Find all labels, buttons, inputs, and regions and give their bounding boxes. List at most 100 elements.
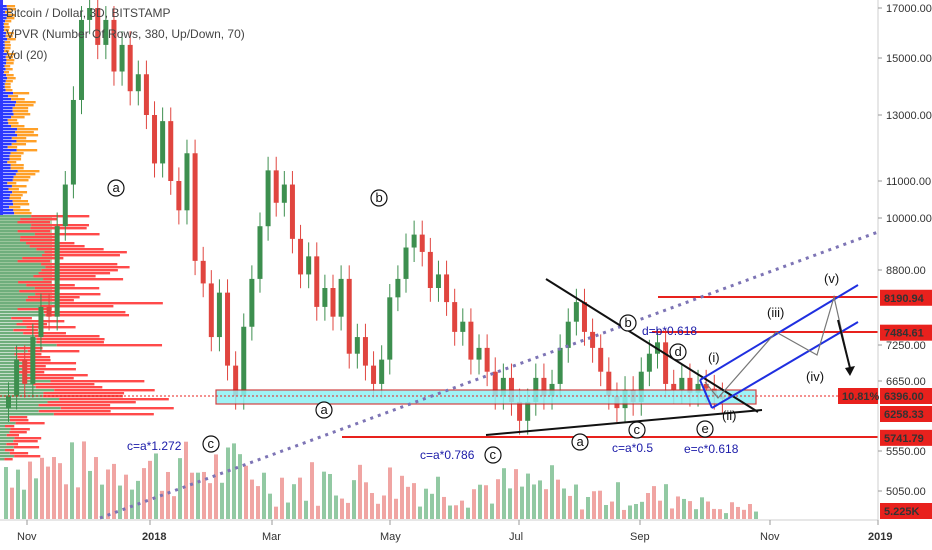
volume-bar [238,454,242,519]
vpvr-up-row [0,80,6,83]
annotation: c=a*1.272 [127,439,182,453]
vpvr-up-row [0,191,13,194]
x-tick-label: Jul [509,531,523,543]
vpvr-up-row [0,263,42,266]
candle-body [371,365,377,384]
volume-bar [718,509,722,519]
volume-bar [70,442,74,519]
vpvr-down-row [5,89,13,92]
vpvr-down-row [60,407,174,410]
vpvr-down-row [17,128,39,131]
volume-bar [394,498,398,519]
candle-body [557,347,563,384]
candle-body [362,337,368,366]
vpvr-up-row [0,290,20,293]
vpvr-up-row [0,47,5,50]
volume-bar [208,483,212,519]
vpvr-up-row [0,278,44,281]
vpvr-up-row [0,293,36,296]
volume-bar [130,489,134,519]
price-tag-label: 5.225K [884,506,920,518]
candle-body [525,401,531,421]
vpvr-down-row [18,281,52,284]
vpvr-down-row [9,431,27,434]
x-tick-label: Mar [262,531,281,543]
vpvr-up-row [0,341,37,344]
vpvr-down-row [17,134,39,137]
candle-body [168,121,174,181]
vpvr-down-row [11,98,25,101]
vpvr-down-row [15,104,34,107]
volume-bar [658,500,662,519]
vpvr-down-row [56,344,163,347]
candle-body [6,395,11,409]
vpvr-up-row [0,68,6,71]
vpvr-up-row [0,242,27,245]
projection-arrow [837,319,851,369]
volume-bar [52,457,56,519]
volume-bar [628,505,632,519]
vpvr-down-row [36,341,104,344]
vpvr-down-row [43,395,123,398]
vpvr-up-row [0,314,46,317]
wave-label: (iv) [806,369,824,384]
candle-body [289,184,295,239]
vpvr-up-row [0,437,15,440]
vpvr-down-row [12,179,29,182]
candle-body [703,383,709,389]
vpvr-up-row [0,200,13,203]
volume-bar [724,513,728,519]
candle-body [143,74,149,115]
vpvr-down-row [43,392,125,395]
vpvr-up-row [0,83,5,86]
price-tag-label: 6258.33 [884,409,924,421]
vpvr-up-row [0,365,17,368]
vpvr-up-row [0,449,5,452]
vpvr-up-row [0,419,10,422]
vpvr-down-row [36,338,105,341]
volume-bar [346,502,350,519]
volume-bar [4,467,8,519]
vpvr-up-row [0,377,26,380]
volume-bar [214,454,218,519]
vpvr-down-row [11,137,27,140]
volume-bar [736,506,740,519]
vpvr-down-row [5,35,13,38]
price-tag-label: 8190.94 [884,293,925,305]
candle-body [346,278,352,354]
volume-bar [634,504,638,519]
vpvr-up-row [0,356,18,359]
vpvr-down-row [5,56,13,59]
candle-body [314,256,320,307]
volume-bar [166,471,170,519]
vpvr-down-row [56,302,163,305]
vpvr-down-row [34,287,100,290]
volume-bar [676,496,680,519]
vpvr-down-row [36,248,104,251]
candle-body [192,153,198,261]
candle-body [411,234,417,248]
volume-bar [496,479,500,519]
vpvr-up-row [0,215,32,218]
price-tag [880,429,932,446]
volume-bar [340,498,344,519]
volume-bar [46,466,50,519]
wave-label: (iii) [767,305,784,320]
vpvr-down-row [33,275,96,278]
volume-bar [364,482,368,519]
vpvr-up-row [0,161,8,164]
candle-body [679,377,685,390]
candle-body [152,115,158,164]
vpvr-up-row [0,230,18,233]
vpvr-down-row [4,41,11,44]
y-tick-label: 17000.00 [886,3,932,15]
vpvr-up-row [0,254,42,257]
vpvr-down-row [6,62,14,65]
vpvr-up-row [0,329,14,332]
candle-body [387,297,393,360]
vpvr-down-row [7,8,16,11]
vpvr-up-row [0,173,16,176]
volume-bar [682,498,686,519]
candle-body [638,371,644,402]
